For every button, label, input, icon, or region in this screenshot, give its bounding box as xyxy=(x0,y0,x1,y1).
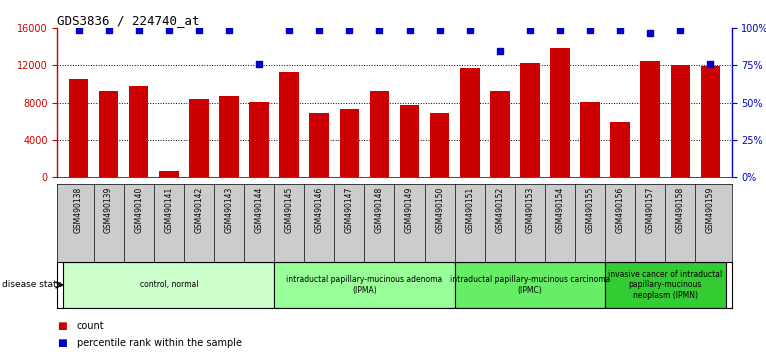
Text: intraductal papillary-mucinous adenoma
(IPMA): intraductal papillary-mucinous adenoma (… xyxy=(286,275,443,295)
Bar xyxy=(129,86,149,177)
Bar xyxy=(490,91,509,177)
Point xyxy=(283,27,295,33)
Text: GDS3836 / 224740_at: GDS3836 / 224740_at xyxy=(57,14,200,27)
Point xyxy=(493,48,506,53)
Point xyxy=(223,27,235,33)
Bar xyxy=(219,96,239,177)
Text: intraductal papillary-mucinous carcinoma
(IPMC): intraductal papillary-mucinous carcinoma… xyxy=(450,275,610,295)
Point xyxy=(674,27,686,33)
Text: GSM490152: GSM490152 xyxy=(496,187,504,233)
Point xyxy=(193,27,205,33)
Point xyxy=(133,27,145,33)
Text: GSM490146: GSM490146 xyxy=(315,187,324,233)
Text: invasive cancer of intraductal
papillary-mucinous
neoplasm (IPMN): invasive cancer of intraductal papillary… xyxy=(608,270,722,300)
Point xyxy=(644,30,656,36)
Bar xyxy=(400,104,419,177)
Bar xyxy=(69,79,88,177)
Text: GSM490157: GSM490157 xyxy=(646,187,655,233)
Text: GSM490140: GSM490140 xyxy=(134,187,143,233)
Text: count: count xyxy=(77,321,104,331)
Text: disease state: disease state xyxy=(2,280,62,290)
Point xyxy=(404,27,416,33)
Bar xyxy=(520,63,540,177)
Point xyxy=(343,27,355,33)
Text: GSM490153: GSM490153 xyxy=(525,187,535,233)
Point xyxy=(434,27,446,33)
Point xyxy=(103,27,115,33)
Text: GSM490154: GSM490154 xyxy=(555,187,565,233)
Text: GSM490155: GSM490155 xyxy=(585,187,594,233)
Bar xyxy=(189,99,208,177)
Point xyxy=(554,27,566,33)
Bar xyxy=(611,122,630,177)
Bar xyxy=(670,65,690,177)
Bar xyxy=(701,67,720,177)
Bar xyxy=(460,68,480,177)
Bar xyxy=(99,91,119,177)
Text: GSM490139: GSM490139 xyxy=(104,187,113,233)
Bar xyxy=(64,262,274,308)
Bar xyxy=(640,61,660,177)
Text: GSM490143: GSM490143 xyxy=(224,187,234,233)
Point xyxy=(313,27,326,33)
Point xyxy=(463,27,476,33)
Point xyxy=(162,27,175,33)
Bar xyxy=(249,102,269,177)
Text: GSM490149: GSM490149 xyxy=(405,187,414,233)
Point xyxy=(253,61,265,67)
Text: GSM490156: GSM490156 xyxy=(616,187,625,233)
Text: GSM490142: GSM490142 xyxy=(195,187,204,233)
Text: control, normal: control, normal xyxy=(139,280,198,290)
Bar xyxy=(370,91,389,177)
Bar xyxy=(581,102,600,177)
Text: GSM490151: GSM490151 xyxy=(465,187,474,233)
Bar xyxy=(339,109,359,177)
Bar xyxy=(280,72,299,177)
Text: GSM490158: GSM490158 xyxy=(676,187,685,233)
Text: GSM490147: GSM490147 xyxy=(345,187,354,233)
Point xyxy=(373,27,385,33)
Point xyxy=(72,27,84,33)
Point xyxy=(704,61,716,67)
Text: GSM490150: GSM490150 xyxy=(435,187,444,233)
Point xyxy=(614,27,627,33)
Text: percentile rank within the sample: percentile rank within the sample xyxy=(77,338,241,348)
Text: GSM490141: GSM490141 xyxy=(164,187,173,233)
Bar xyxy=(550,48,570,177)
Point xyxy=(524,27,536,33)
Bar xyxy=(274,262,455,308)
Text: ■: ■ xyxy=(57,321,67,331)
Bar xyxy=(159,171,178,177)
Text: GSM490159: GSM490159 xyxy=(706,187,715,233)
Text: GSM490148: GSM490148 xyxy=(375,187,384,233)
Text: GSM490145: GSM490145 xyxy=(285,187,293,233)
Text: GSM490144: GSM490144 xyxy=(254,187,264,233)
Bar xyxy=(430,113,450,177)
Text: ■: ■ xyxy=(57,338,67,348)
Text: GSM490138: GSM490138 xyxy=(74,187,83,233)
Point xyxy=(584,27,596,33)
Bar xyxy=(605,262,725,308)
Bar xyxy=(455,262,605,308)
Bar xyxy=(309,113,329,177)
